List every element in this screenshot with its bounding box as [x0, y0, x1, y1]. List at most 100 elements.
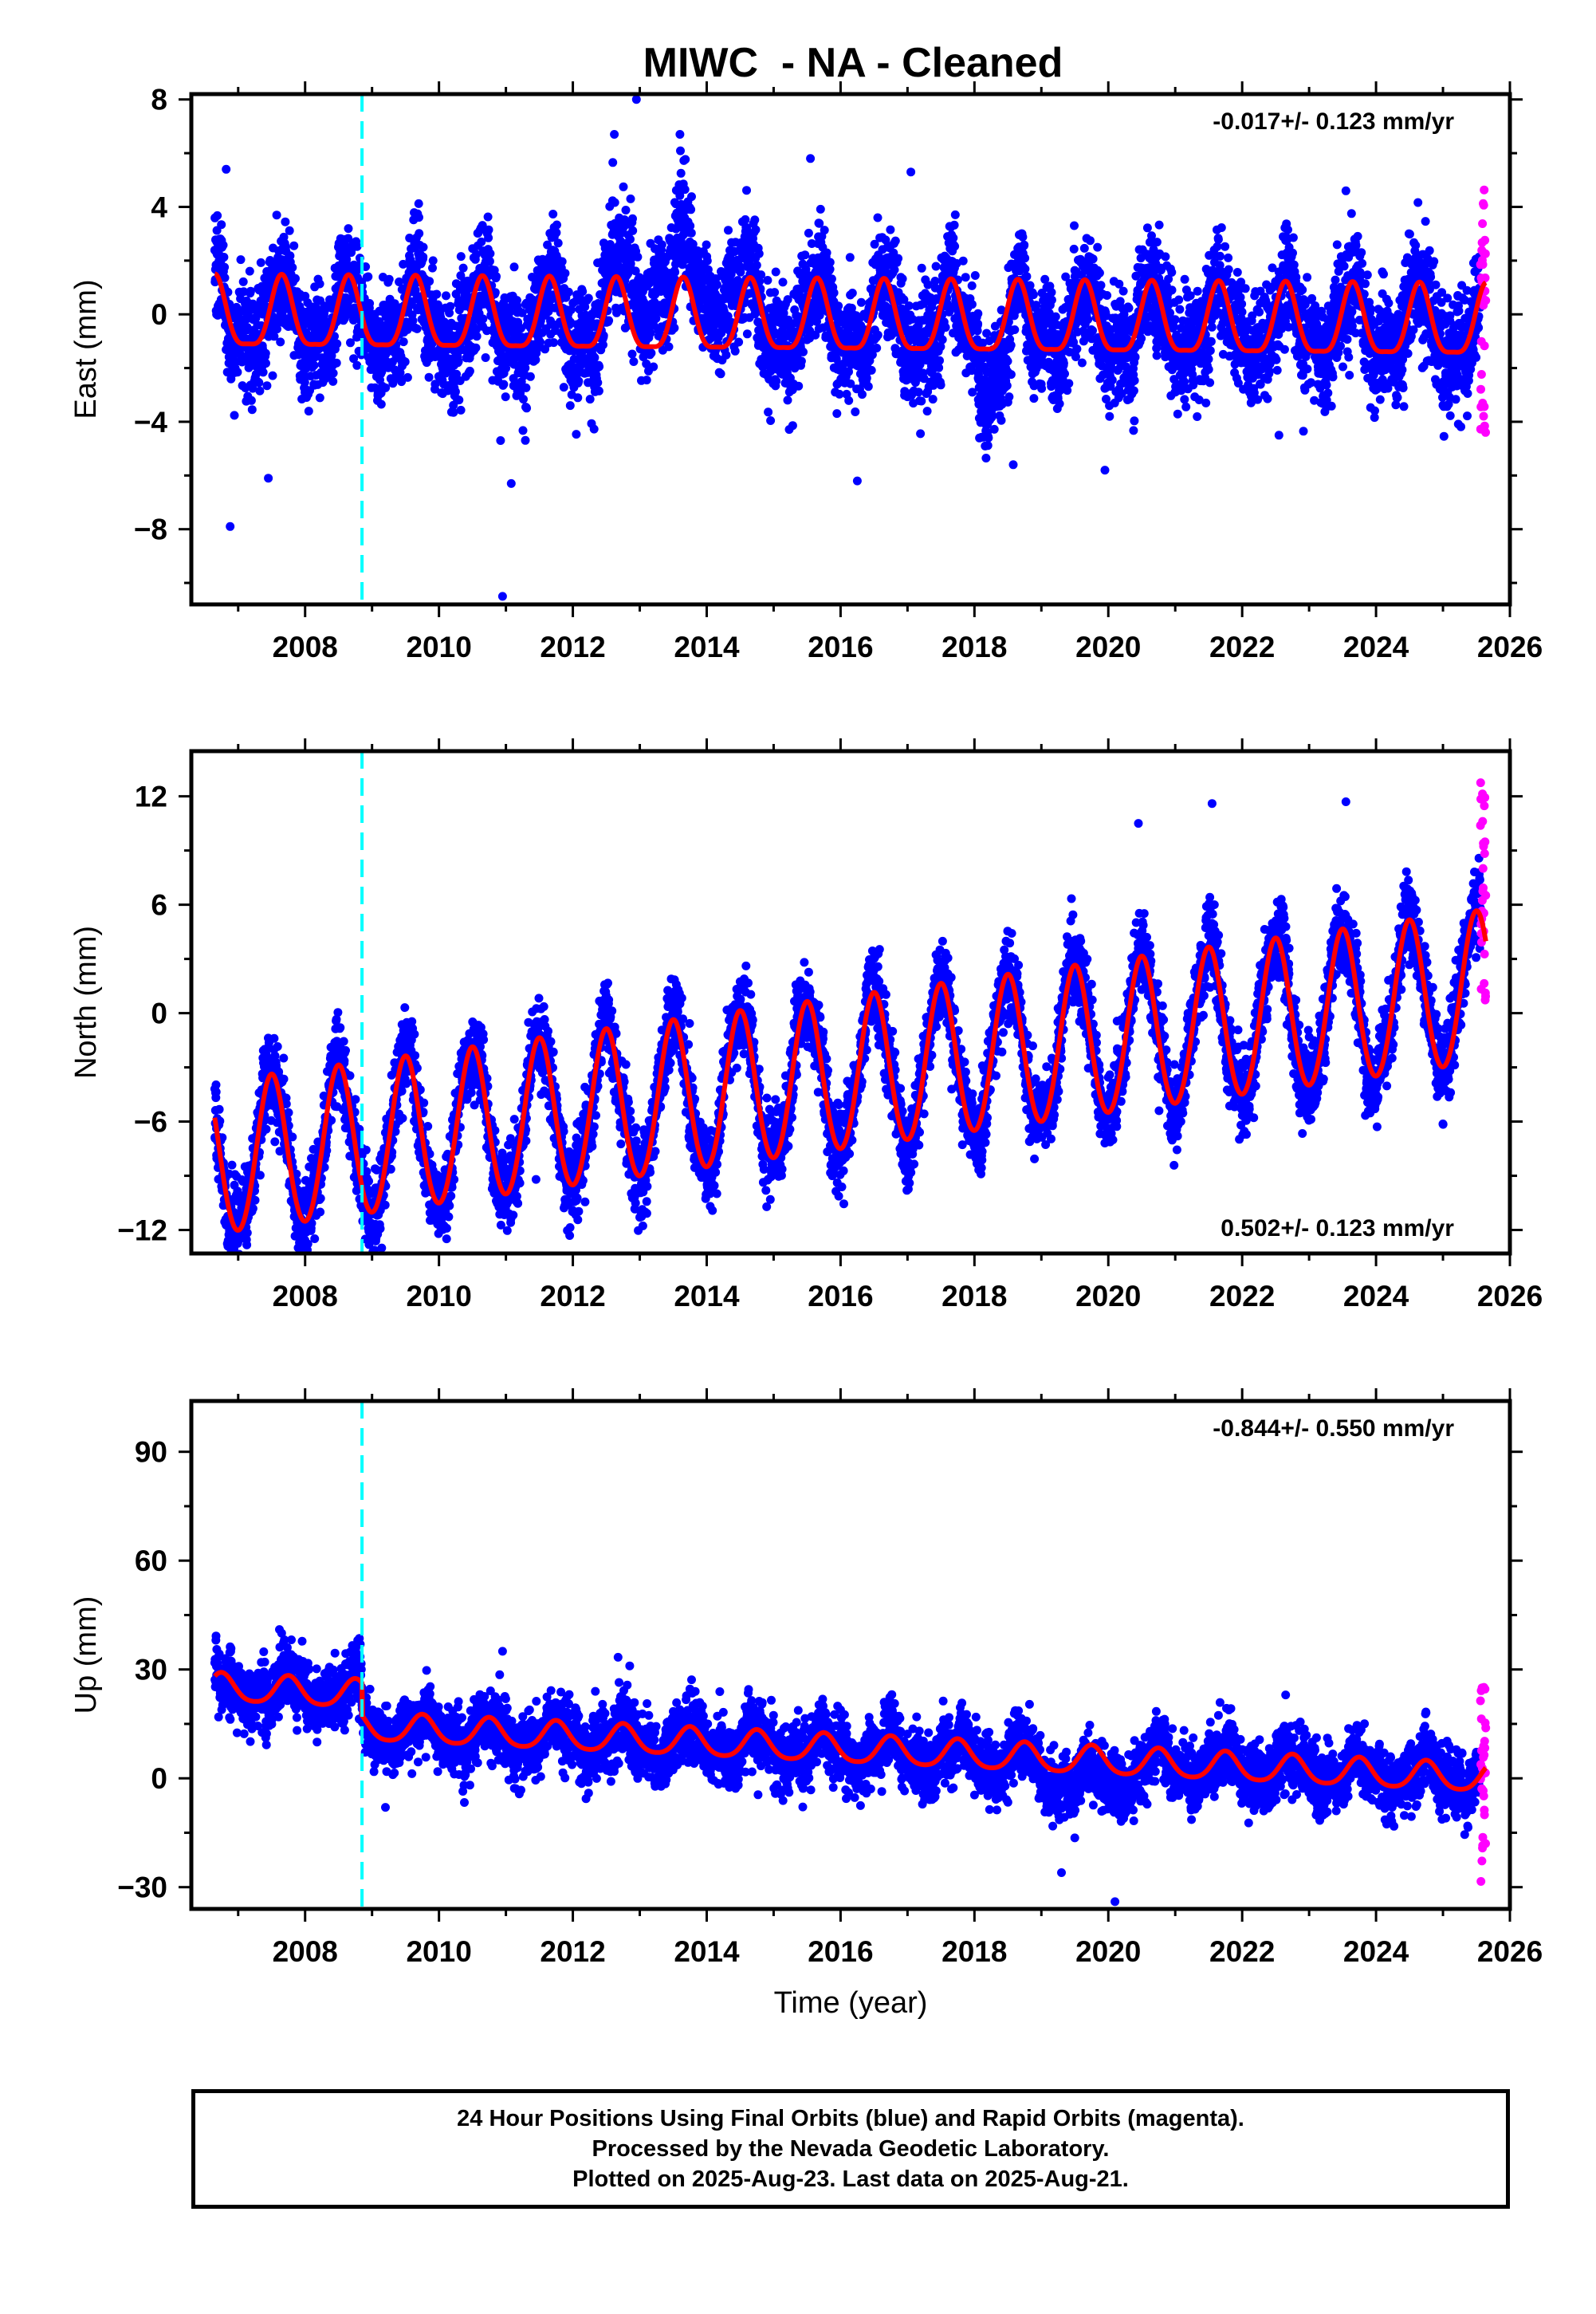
- data-point: [304, 407, 313, 416]
- data-point: [873, 213, 883, 222]
- data-point: [291, 274, 300, 283]
- data-point: [411, 285, 420, 295]
- data-point: [1086, 236, 1095, 246]
- data-point: [1020, 254, 1030, 263]
- data-point: [478, 314, 488, 324]
- data-point: [794, 381, 804, 391]
- data-point: [958, 256, 968, 266]
- data-point: [914, 388, 923, 397]
- data-point: [548, 210, 558, 218]
- data-point: [750, 215, 760, 225]
- data-point: [465, 366, 474, 376]
- data-point: [1047, 288, 1056, 297]
- data-point: [268, 371, 277, 380]
- data-point: [931, 262, 941, 271]
- data-point: [822, 248, 831, 258]
- data-point: [289, 241, 299, 250]
- data-point: [894, 254, 903, 263]
- data-point: [276, 337, 285, 347]
- data-point: [763, 276, 772, 285]
- data-point: [315, 393, 324, 403]
- data-point: [246, 286, 255, 296]
- data-point: [1103, 291, 1112, 300]
- data-point: [248, 299, 257, 309]
- data-point: [552, 220, 561, 230]
- data-point: [1003, 356, 1012, 366]
- data-point: [408, 316, 418, 325]
- data-point: [403, 325, 412, 334]
- data-point: [525, 372, 535, 381]
- data-point: [397, 377, 407, 387]
- data-point: [847, 289, 857, 297]
- data-point: [1079, 243, 1089, 253]
- data-point: [256, 258, 265, 267]
- data-point: [349, 354, 359, 364]
- data-point: [936, 380, 945, 390]
- data-point: [730, 346, 740, 356]
- data-point: [796, 356, 806, 366]
- data-point: [647, 348, 656, 358]
- data-point: [450, 387, 460, 396]
- data-point: [713, 280, 721, 289]
- data-point: [734, 337, 744, 347]
- data-point: [599, 340, 607, 349]
- data-point: [484, 225, 493, 234]
- data-point: [1077, 358, 1087, 368]
- data-point: [238, 277, 248, 286]
- data-point: [827, 274, 836, 284]
- data-point: [916, 429, 926, 439]
- data-point: [245, 266, 254, 276]
- data-point: [1002, 381, 1012, 391]
- data-point: [285, 251, 295, 261]
- data-point: [412, 324, 422, 333]
- data-point: [552, 228, 561, 238]
- data-point: [766, 416, 776, 425]
- data-point: [220, 262, 230, 272]
- data-point: [346, 338, 355, 348]
- data-point: [1072, 344, 1082, 354]
- data-point: [922, 407, 932, 416]
- data-point: [629, 357, 639, 366]
- data-point: [724, 226, 733, 235]
- data-point: [315, 279, 324, 289]
- data-point: [248, 384, 257, 393]
- data-point: [742, 329, 752, 339]
- data-point: [834, 301, 843, 311]
- data-point: [687, 192, 696, 202]
- data-point: [670, 323, 679, 333]
- data-point: [1088, 326, 1097, 336]
- data-point: [262, 381, 272, 391]
- data-point: [400, 357, 410, 367]
- data-point: [430, 380, 440, 389]
- data-point: [328, 376, 338, 386]
- data-point: [247, 405, 257, 415]
- data-point: [458, 263, 468, 273]
- data-point: [254, 378, 264, 388]
- data-point: [604, 316, 614, 325]
- data-point: [1060, 369, 1069, 379]
- data-point: [935, 356, 944, 365]
- data-point: [983, 441, 993, 451]
- data-point: [518, 426, 528, 435]
- data-point: [594, 386, 603, 396]
- data-point: [472, 332, 482, 341]
- data-point: [628, 214, 637, 223]
- data-point: [1152, 351, 1162, 360]
- data-point: [752, 261, 761, 270]
- data-point: [657, 240, 666, 250]
- data-point: [890, 236, 900, 246]
- data-point: [981, 454, 991, 462]
- data-point: [967, 300, 977, 309]
- data-point: [928, 395, 938, 404]
- data-point: [454, 396, 464, 405]
- data-point: [456, 252, 466, 262]
- data-point: [376, 399, 386, 409]
- data-point: [399, 337, 408, 347]
- data-point: [858, 390, 867, 399]
- data-point: [213, 211, 222, 220]
- data-point: [485, 249, 495, 258]
- data-point: [642, 376, 651, 385]
- data-point: [1130, 416, 1139, 426]
- data-point: [1055, 399, 1064, 408]
- data-point: [1137, 334, 1146, 343]
